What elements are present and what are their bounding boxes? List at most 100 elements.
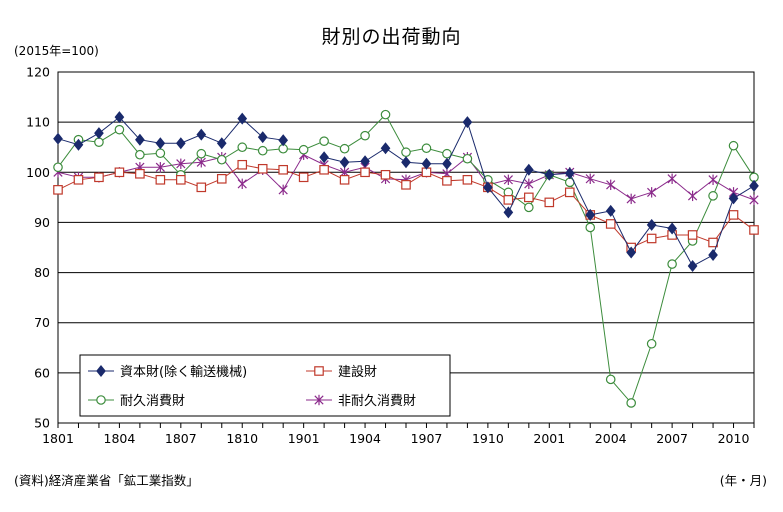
y-tick-label: 110 xyxy=(26,115,50,130)
data-point xyxy=(524,202,534,213)
data-point xyxy=(155,175,166,185)
data-point xyxy=(462,153,473,164)
source-note: (資料)経済産業省「鉱工業指数」 xyxy=(14,473,199,488)
data-point xyxy=(257,163,268,174)
data-point xyxy=(237,178,247,190)
data-point xyxy=(196,148,207,159)
legend-label: 非耐久消費財 xyxy=(338,394,416,409)
data-point xyxy=(585,222,596,233)
data-point xyxy=(216,137,227,150)
data-point xyxy=(114,124,125,135)
data-point xyxy=(339,156,350,169)
data-point xyxy=(53,185,63,195)
data-point xyxy=(175,137,186,150)
data-point xyxy=(135,133,145,146)
data-point xyxy=(503,195,514,205)
x-tick-label: 1804 xyxy=(104,431,136,446)
y-tick-label: 70 xyxy=(34,315,50,330)
y-axis-unit-label: (2015年=100) xyxy=(14,44,99,58)
data-point xyxy=(442,176,452,186)
data-point xyxy=(53,132,63,145)
x-tick-label: 2004 xyxy=(595,431,627,446)
data-point xyxy=(647,187,657,198)
x-axis-unit-label: (年・月) xyxy=(719,473,767,488)
data-point xyxy=(380,109,391,120)
data-point xyxy=(606,179,616,191)
data-point xyxy=(155,137,166,150)
data-point xyxy=(605,204,616,217)
data-point xyxy=(339,175,350,185)
data-point xyxy=(380,142,391,155)
data-point xyxy=(585,173,595,185)
data-point xyxy=(503,174,513,186)
data-point xyxy=(646,218,657,231)
data-point xyxy=(114,111,125,124)
data-point xyxy=(73,175,84,185)
data-point xyxy=(216,174,227,184)
legend-item: 資本財(除く輸送機械) xyxy=(88,365,247,380)
data-point xyxy=(196,182,207,193)
data-point xyxy=(728,210,739,220)
data-point xyxy=(196,157,206,168)
data-point xyxy=(401,147,411,158)
data-point xyxy=(278,164,288,175)
x-tick-label: 2010 xyxy=(718,431,750,446)
y-tick-label: 100 xyxy=(26,165,50,180)
data-point xyxy=(687,230,698,240)
data-point xyxy=(667,259,677,269)
legend-item: 建設財 xyxy=(306,364,377,380)
data-point xyxy=(708,174,718,186)
data-point xyxy=(605,219,616,229)
data-point xyxy=(462,175,473,185)
data-point xyxy=(96,365,106,377)
data-point xyxy=(626,193,636,205)
data-point xyxy=(667,173,677,185)
data-point xyxy=(237,142,248,153)
data-point xyxy=(53,162,63,173)
data-point xyxy=(524,178,534,190)
data-point xyxy=(319,164,329,175)
data-point xyxy=(94,127,104,140)
data-point xyxy=(278,184,288,196)
y-tick-label: 80 xyxy=(34,265,50,280)
data-point xyxy=(646,338,657,349)
data-point xyxy=(96,395,106,405)
data-point xyxy=(176,158,186,169)
data-point xyxy=(94,172,104,183)
legend-box xyxy=(79,354,451,417)
data-point xyxy=(605,374,616,385)
data-point xyxy=(728,192,739,205)
data-point xyxy=(728,140,739,151)
data-point xyxy=(196,128,207,141)
data-point xyxy=(216,154,227,165)
data-point xyxy=(626,398,636,408)
data-point xyxy=(421,143,432,154)
data-point xyxy=(564,187,575,198)
legend-item: 非耐久消費財 xyxy=(306,394,416,409)
data-point xyxy=(646,233,657,244)
data-point xyxy=(462,116,473,129)
data-point xyxy=(360,155,370,168)
data-point xyxy=(319,151,329,164)
legend-label: 資本財(除く輸送機械) xyxy=(120,365,247,380)
x-tick-label: 1807 xyxy=(165,431,197,446)
data-point xyxy=(585,208,596,221)
x-tick-label: 1907 xyxy=(411,431,443,446)
data-point xyxy=(626,246,637,259)
data-point xyxy=(401,180,411,190)
data-point xyxy=(278,134,289,147)
data-point xyxy=(135,168,145,179)
data-point xyxy=(155,162,165,173)
data-point xyxy=(135,149,145,160)
data-point xyxy=(155,148,166,159)
data-point xyxy=(237,159,248,170)
data-point xyxy=(257,145,268,156)
data-point xyxy=(687,260,698,273)
data-point xyxy=(298,144,309,155)
data-point xyxy=(749,225,759,235)
data-point xyxy=(524,192,534,203)
data-point xyxy=(421,157,432,170)
data-point xyxy=(314,366,324,376)
data-point xyxy=(523,163,534,176)
